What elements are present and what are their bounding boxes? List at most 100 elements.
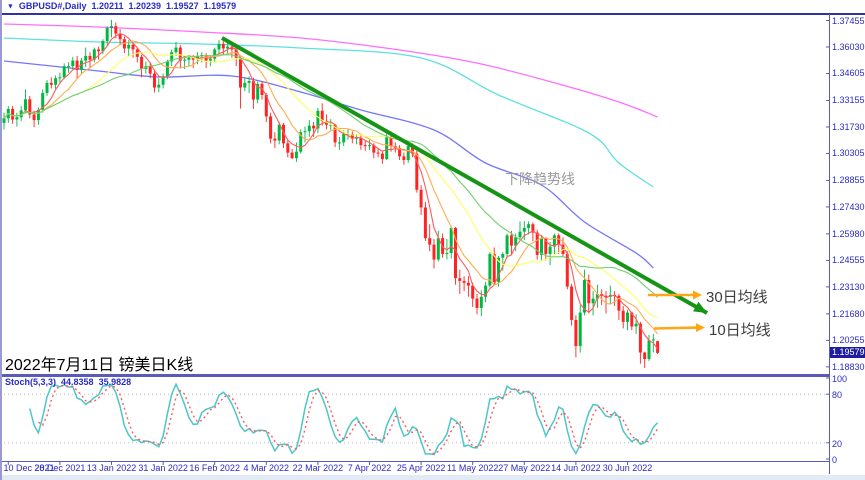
ma10-annotation-label[interactable]: 10日均线	[709, 322, 771, 339]
candle-body	[522, 227, 526, 232]
panel-separator[interactable]	[0, 374, 829, 377]
candle-body	[24, 99, 27, 111]
candle-body	[54, 78, 58, 85]
date-axis-label: 4 Mar 2022	[243, 463, 290, 473]
stoch-k-line	[29, 382, 659, 456]
candle-body	[651, 339, 655, 341]
candle-body	[303, 131, 307, 133]
candle-body	[475, 298, 479, 308]
stoch-d-line	[38, 384, 659, 455]
symbol-timeframe-label: GBPUSD#,Daily	[18, 1, 87, 11]
stoch-axis-label: 100	[832, 374, 848, 384]
candle-body	[471, 285, 475, 299]
candle-body	[454, 227, 457, 279]
stoch-d-value: 35.9828	[98, 377, 132, 387]
ma60-line	[3, 60, 654, 269]
candle-body	[436, 238, 440, 260]
candle-body	[110, 26, 113, 29]
candle-body	[548, 246, 552, 254]
candle-body	[243, 82, 247, 88]
ma20-line	[3, 51, 658, 319]
candle-body	[320, 110, 324, 122]
candle-body	[621, 310, 625, 322]
ma30-annotation-label[interactable]: 30日均线	[706, 289, 768, 306]
candle-body	[484, 285, 488, 297]
price-axis-label: 1.30305	[832, 148, 865, 159]
candle-body	[294, 151, 298, 159]
price-axis-label: 1.33155	[832, 95, 865, 106]
candle-body	[118, 33, 122, 40]
candle-body	[398, 147, 402, 157]
candle-body	[45, 82, 49, 93]
date-caption: 2022年7月11日 镑美日K线	[5, 357, 194, 374]
candle-body	[552, 235, 556, 247]
candle-body	[19, 110, 23, 118]
candle-body	[466, 282, 470, 286]
candle-body	[282, 124, 285, 144]
candle-body	[49, 82, 53, 85]
candle-body	[153, 73, 156, 88]
ma10-arrow-icon	[695, 323, 705, 333]
candle-body	[583, 280, 586, 313]
candle-body	[221, 43, 225, 49]
ma30-arrow-icon	[693, 290, 702, 300]
ma10-arrow	[653, 326, 698, 330]
candle-body	[527, 224, 531, 228]
chart-header: ▼ GBPUSD#,Daily 1.20211 1.20239 1.19527 1.195…	[6, 1, 236, 13]
date-axis-label: 7 Apr 2022	[347, 463, 392, 473]
candle-body	[127, 44, 131, 49]
candle-body	[2, 118, 6, 123]
candle-body	[428, 238, 432, 245]
candle-body	[518, 231, 522, 238]
collapse-chart-icon[interactable]: ▼	[6, 2, 15, 10]
candle-body	[531, 224, 535, 233]
trendline	[221, 36, 709, 315]
candle-body	[355, 137, 359, 139]
candle-body	[578, 312, 582, 347]
price-axis-label: 1.28855	[832, 175, 865, 186]
date-axis-label: 25 Apr 2022	[396, 463, 446, 473]
header-separator	[0, 13, 865, 15]
candle-body	[591, 298, 595, 304]
date-axis-label: 13 Jan 2022	[86, 463, 137, 473]
candle-body	[368, 145, 371, 147]
candle-body	[595, 293, 599, 299]
candle-body	[497, 257, 500, 282]
date-axis-label: 11 May 2022	[447, 463, 499, 473]
candle-body	[75, 60, 79, 70]
candle-body	[178, 47, 182, 61]
price-axis-label: 1.34605	[832, 68, 865, 79]
candle-body	[570, 286, 574, 320]
candle-body	[462, 280, 466, 283]
trendline-label[interactable]: 下降趋势线	[505, 171, 575, 187]
candle-body	[208, 58, 212, 61]
high-value: 1.20239	[128, 1, 162, 11]
stoch-axis-label: 0	[832, 455, 838, 465]
candle-body	[307, 125, 311, 132]
ma10-line	[3, 40, 659, 335]
date-axis-label: 28 Dec 2021	[34, 463, 86, 473]
candle-body	[432, 244, 436, 260]
candle-body	[380, 153, 384, 160]
candle-body	[342, 134, 346, 143]
candle-body	[626, 312, 629, 322]
candle-body	[557, 235, 561, 245]
candle-body	[196, 55, 199, 60]
candle-body	[505, 235, 509, 254]
current-price-badge: 1.19579	[830, 347, 865, 358]
ma200-line	[3, 23, 658, 118]
candle-body	[247, 81, 251, 83]
candle-body	[97, 49, 101, 52]
candle-body	[574, 319, 578, 347]
price-axis-line	[829, 14, 830, 474]
date-axis-label: 16 Feb 2022	[189, 463, 240, 473]
candle-body	[325, 121, 328, 125]
candle-body	[363, 145, 367, 147]
candle-body	[32, 114, 36, 121]
trendline-arrowhead-icon	[693, 301, 708, 313]
candle-body	[376, 152, 380, 154]
candle-body	[445, 253, 449, 255]
stoch-indicator-label: Stoch(5,3,3) 44.8358 35.9828	[5, 377, 131, 387]
candle-body	[251, 81, 255, 100]
